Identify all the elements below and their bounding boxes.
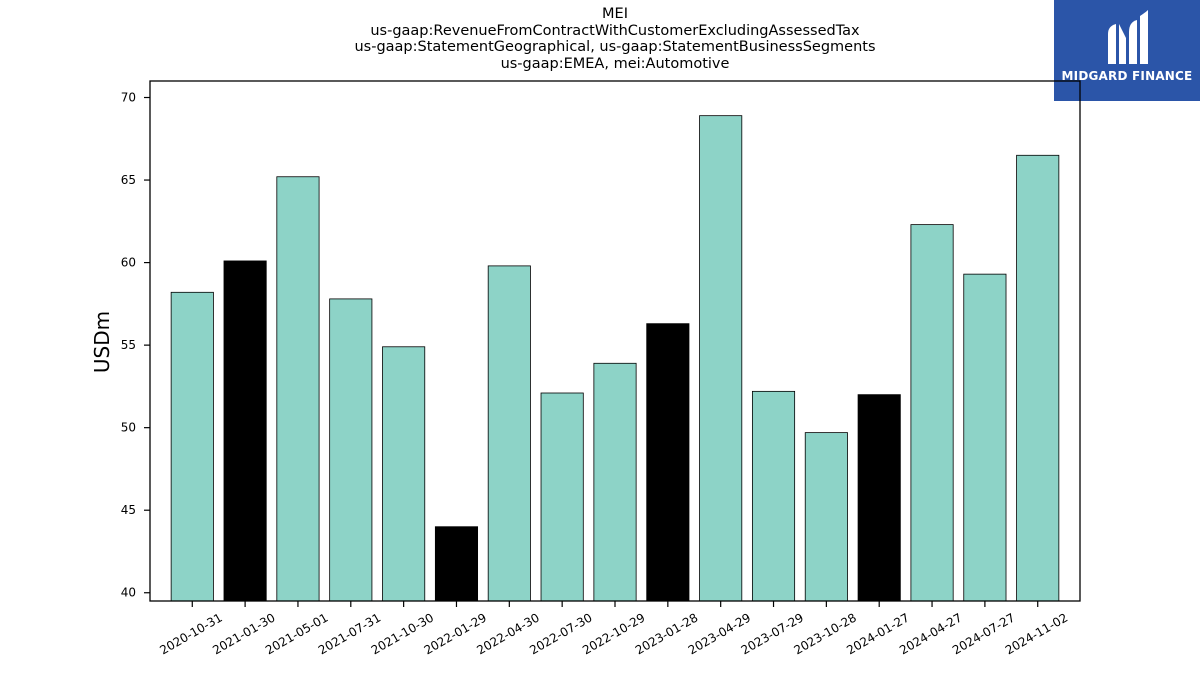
bars-group bbox=[170, 115, 1060, 602]
bar-2024-04-27 bbox=[910, 224, 954, 602]
y-tick-label: 50 bbox=[121, 421, 136, 435]
y-tick-label: 40 bbox=[121, 586, 136, 600]
bar-2021-05-01 bbox=[276, 176, 320, 602]
chart-title: MEI us-gaap:RevenueFromContractWithCusto… bbox=[0, 6, 1200, 72]
bar-2022-04-30 bbox=[487, 265, 531, 602]
y-tick-label: 70 bbox=[121, 91, 136, 105]
bar-2024-01-27 bbox=[857, 394, 901, 602]
bar-2023-04-29 bbox=[699, 115, 743, 602]
y-axis: 40 45 50 55 60 65 70 bbox=[121, 91, 150, 600]
title-line-concept: us-gaap:RevenueFromContractWithCustomerE… bbox=[370, 22, 860, 39]
y-tick-label: 55 bbox=[121, 338, 136, 352]
bar-2023-01-28 bbox=[646, 323, 690, 602]
title-line-ticker: MEI bbox=[602, 6, 628, 22]
bar-2024-07-27 bbox=[963, 273, 1007, 602]
logo-brand-name: MIDGARD FINANCE bbox=[1061, 69, 1193, 83]
bar-2022-07-30 bbox=[540, 392, 584, 602]
bar-2022-10-29 bbox=[593, 362, 637, 602]
midgard-finance-logo: MIDGARD FINANCE bbox=[1054, 0, 1200, 101]
mi-monogram-icon bbox=[1108, 10, 1148, 64]
y-tick-label: 60 bbox=[121, 256, 136, 270]
y-tick-label: 45 bbox=[121, 503, 136, 517]
bar-2021-01-30 bbox=[223, 260, 267, 602]
bar-2023-10-28 bbox=[804, 432, 848, 602]
bar-2020-10-31 bbox=[170, 291, 214, 602]
x-axis: 2020-10-312021-01-302021-05-012021-07-31… bbox=[157, 601, 1070, 657]
plot-frame bbox=[149, 80, 1081, 602]
bar-2021-07-31 bbox=[329, 298, 373, 602]
y-axis-label: USDm bbox=[90, 311, 114, 373]
bar-2023-07-29 bbox=[751, 390, 796, 602]
title-line-axes: us-gaap:StatementGeographical, us-gaap:S… bbox=[354, 39, 876, 55]
title-line-members: us-gaap:EMEA, mei:Automotive bbox=[500, 55, 730, 72]
bar-2022-01-29 bbox=[434, 526, 479, 602]
y-tick-label: 65 bbox=[121, 173, 136, 187]
bar-2021-10-30 bbox=[382, 346, 426, 602]
bar-2024-11-02 bbox=[1016, 154, 1060, 602]
